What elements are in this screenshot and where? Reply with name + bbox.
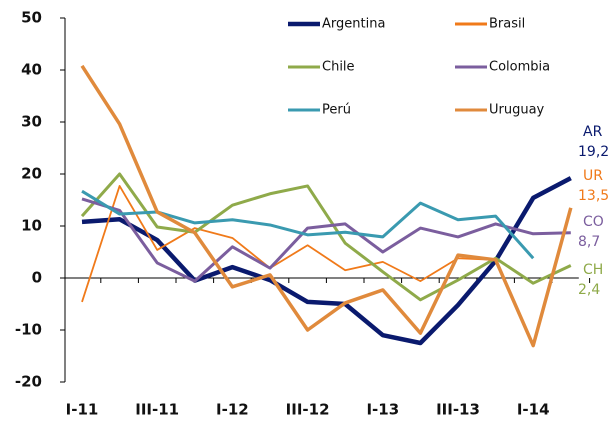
x-tick-label: III-11 xyxy=(135,401,179,419)
y-tick-label: 50 xyxy=(21,9,42,27)
x-tick-label: I-13 xyxy=(366,401,399,419)
annotation-label: UR xyxy=(583,168,603,184)
y-tick-label: 20 xyxy=(21,165,42,183)
annotation-value: 2,4 xyxy=(578,282,600,298)
legend-label: Brasil xyxy=(489,17,525,32)
series-line xyxy=(80,64,573,348)
legend-label: Uruguay xyxy=(489,103,545,118)
annotation-value: 13,5 xyxy=(578,188,609,204)
y-tick-label: 30 xyxy=(21,113,42,131)
annotation-label: AR xyxy=(583,124,603,140)
series-line xyxy=(81,189,535,260)
x-tick-label: III-12 xyxy=(286,401,330,419)
legend-label: Chile xyxy=(322,60,355,75)
legend-label: Colombia xyxy=(489,60,550,75)
x-tick-label: I-11 xyxy=(66,401,99,419)
y-tick-label: -10 xyxy=(15,321,42,339)
y-tick-label: 0 xyxy=(32,269,42,287)
series-line xyxy=(80,172,572,302)
legend-label: Perú xyxy=(322,103,351,118)
annotation-value: 19,2 xyxy=(578,144,609,160)
x-tick-label: I-12 xyxy=(216,401,249,419)
annotation-value: 8,7 xyxy=(578,234,600,250)
annotation-label: CH xyxy=(583,262,603,278)
y-tick-label: -20 xyxy=(15,373,42,391)
y-tick-label: 10 xyxy=(21,217,42,235)
x-tick-label: III-13 xyxy=(436,401,480,419)
annotation-label: CO xyxy=(583,214,604,230)
series-line xyxy=(81,185,496,303)
series-line xyxy=(81,197,571,283)
x-tick-label: I-14 xyxy=(517,401,550,419)
legend-label: Argentina xyxy=(322,17,385,32)
y-tick-label: 40 xyxy=(21,61,42,79)
